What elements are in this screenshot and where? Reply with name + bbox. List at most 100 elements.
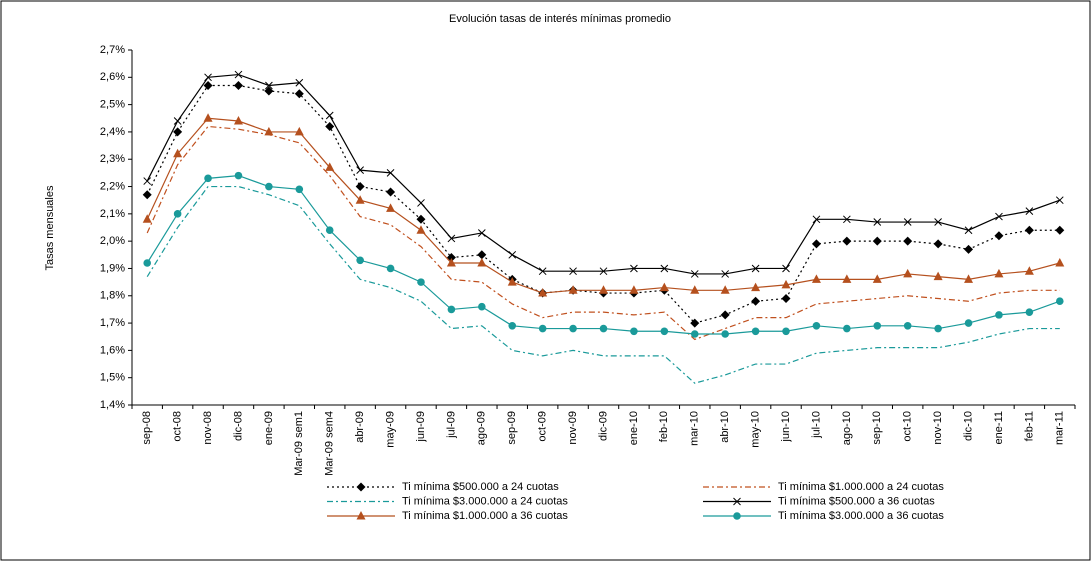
x-tick-label: jul-10 xyxy=(810,411,822,439)
marker xyxy=(356,256,364,265)
marker xyxy=(751,282,761,292)
x-tick-label: sep-09 xyxy=(506,411,518,445)
y-tick-label: 2,6% xyxy=(100,71,125,83)
marker xyxy=(751,327,760,336)
marker xyxy=(386,264,395,273)
marker xyxy=(325,226,334,235)
marker xyxy=(143,177,152,185)
x-tick-label: nov-08 xyxy=(202,411,214,445)
marker xyxy=(1055,225,1065,235)
marker xyxy=(508,250,517,259)
marker xyxy=(477,250,487,260)
marker xyxy=(265,81,273,90)
marker xyxy=(173,148,183,158)
marker xyxy=(903,218,912,226)
marker xyxy=(1025,207,1034,215)
y-tick-label: 1,5% xyxy=(100,372,125,384)
marker xyxy=(751,264,760,273)
marker xyxy=(781,279,791,289)
x-tick-label: abr-10 xyxy=(719,411,731,443)
marker xyxy=(295,78,304,87)
marker xyxy=(843,324,851,333)
marker xyxy=(842,274,852,283)
x-tick-label: feb-10 xyxy=(658,411,670,442)
marker xyxy=(538,288,548,297)
marker xyxy=(265,182,273,191)
marker xyxy=(325,111,334,120)
marker xyxy=(416,214,426,224)
marker xyxy=(264,86,274,96)
marker xyxy=(538,267,547,276)
y-tick-label: 2,0% xyxy=(100,235,125,247)
legend-label: Ti mínima $1.000.000 a 24 cuotas xyxy=(778,481,944,493)
marker xyxy=(203,81,213,90)
x-tick-label: jun-09 xyxy=(415,411,427,443)
marker xyxy=(234,70,243,79)
marker xyxy=(690,270,699,278)
marker xyxy=(599,285,608,294)
y-tick-label: 1,8% xyxy=(100,290,125,302)
marker xyxy=(812,215,821,224)
marker xyxy=(446,258,456,267)
legend-marker xyxy=(733,512,741,520)
marker xyxy=(507,277,517,286)
x-tick-label: dic-09 xyxy=(597,411,609,441)
marker xyxy=(1055,258,1065,267)
x-tick-label: oct-10 xyxy=(902,411,914,442)
marker xyxy=(447,305,456,314)
marker xyxy=(569,324,577,333)
marker xyxy=(233,81,243,90)
x-tick-label: may-10 xyxy=(750,411,762,448)
marker xyxy=(173,210,182,218)
x-tick-label: jun-10 xyxy=(780,411,792,443)
x-tick-label: nov-10 xyxy=(932,411,944,445)
legend-label: Ti mínima $1.000.000 a 36 cuotas xyxy=(402,510,568,522)
y-tick-label: 2,2% xyxy=(100,180,125,192)
marker xyxy=(660,327,669,336)
marker xyxy=(721,270,730,278)
marker xyxy=(811,239,821,249)
marker xyxy=(964,244,974,254)
x-tick-label: ago-10 xyxy=(841,411,853,445)
marker xyxy=(781,294,791,303)
marker xyxy=(294,89,304,99)
x-tick-label: ago-09 xyxy=(476,411,488,445)
x-tick-label: dic-10 xyxy=(962,411,974,441)
marker xyxy=(782,264,790,273)
marker xyxy=(659,282,669,292)
legend-label: Ti mínima $3.000.000 a 24 cuotas xyxy=(402,495,568,507)
marker xyxy=(477,258,487,267)
marker xyxy=(477,229,486,237)
marker xyxy=(1024,266,1034,275)
legend-marker xyxy=(356,482,366,492)
marker xyxy=(1024,225,1034,235)
marker xyxy=(356,166,364,175)
x-tick-label: sep-10 xyxy=(871,411,883,445)
marker xyxy=(934,218,942,226)
marker xyxy=(873,218,882,226)
marker xyxy=(630,327,638,336)
chart-title: Evolución tasas de interés mínimas prome… xyxy=(449,13,671,25)
marker xyxy=(264,126,274,136)
marker xyxy=(417,199,425,207)
marker xyxy=(203,113,213,122)
marker xyxy=(204,174,212,183)
marker xyxy=(933,271,943,281)
marker xyxy=(933,239,943,249)
x-tick-label: jul-09 xyxy=(445,411,457,439)
marker xyxy=(995,212,1003,221)
series-line xyxy=(146,185,1060,384)
marker xyxy=(386,169,395,177)
marker xyxy=(964,274,974,283)
marker xyxy=(294,126,304,136)
marker xyxy=(538,324,547,333)
marker xyxy=(629,285,639,294)
marker xyxy=(295,185,304,194)
marker xyxy=(416,225,426,234)
marker xyxy=(568,285,578,294)
marker xyxy=(842,236,852,246)
x-tick-label: feb-11 xyxy=(1023,411,1035,441)
marker xyxy=(690,285,700,294)
